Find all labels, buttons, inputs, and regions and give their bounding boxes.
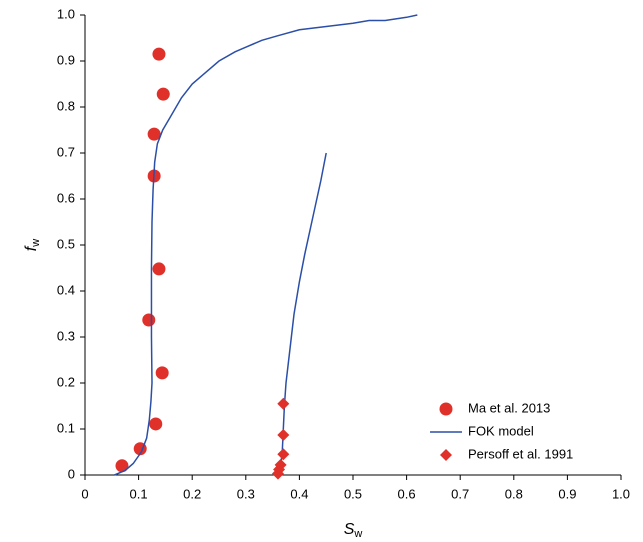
legend-marker [439, 402, 453, 416]
x-tick-label: 0.1 [130, 486, 148, 501]
point [156, 87, 170, 101]
legend-marker [440, 449, 452, 461]
point [277, 428, 290, 441]
x-tick-label: 0.7 [451, 486, 469, 501]
x-tick-label: 0.8 [505, 486, 523, 501]
line [114, 14, 418, 476]
y-label-sub: w [30, 239, 42, 248]
point [152, 47, 166, 61]
x-tick-label: 0.3 [237, 486, 255, 501]
x-tick-label: 0.2 [183, 486, 201, 501]
y-tick-label: 0.9 [57, 52, 75, 67]
point [147, 127, 161, 141]
y-tick-label: 0.6 [57, 190, 75, 205]
point [152, 262, 166, 276]
y-tick-label: 1.0 [57, 6, 75, 21]
x-tick-label: 0 [81, 486, 88, 501]
x-tick-label: 0.5 [344, 486, 362, 501]
legend-label: Ma et al. 2013 [468, 400, 550, 415]
legend-label: Persoff et al. 1991 [468, 446, 573, 461]
x-label-main: S [344, 521, 355, 538]
point [155, 366, 169, 380]
x-tick-label: 1.0 [612, 486, 630, 501]
y-tick-label: 0 [68, 466, 75, 481]
y-label-main: f [23, 245, 40, 251]
y-tick-label: 0.5 [57, 236, 75, 251]
y-tick-label: 0.3 [57, 328, 75, 343]
y-tick-label: 0.1 [57, 420, 75, 435]
y-tick-label: 0.4 [57, 282, 75, 297]
point [274, 458, 287, 471]
legend-label: FOK model [468, 423, 534, 438]
y-tick-label: 0.2 [57, 374, 75, 389]
x-tick-label: 0.6 [398, 486, 416, 501]
x-tick-label: 0.9 [558, 486, 576, 501]
y-tick-label: 0.8 [57, 98, 75, 113]
x-tick-label: 0.4 [290, 486, 308, 501]
x-label-sub: w [353, 528, 362, 540]
point [115, 459, 129, 473]
point [277, 397, 290, 410]
y-axis-label: fw [23, 239, 42, 251]
point [142, 313, 156, 327]
y-tick-label: 0.7 [57, 144, 75, 159]
point [149, 417, 163, 431]
x-axis-label: Sw [344, 521, 363, 540]
point [277, 448, 290, 461]
